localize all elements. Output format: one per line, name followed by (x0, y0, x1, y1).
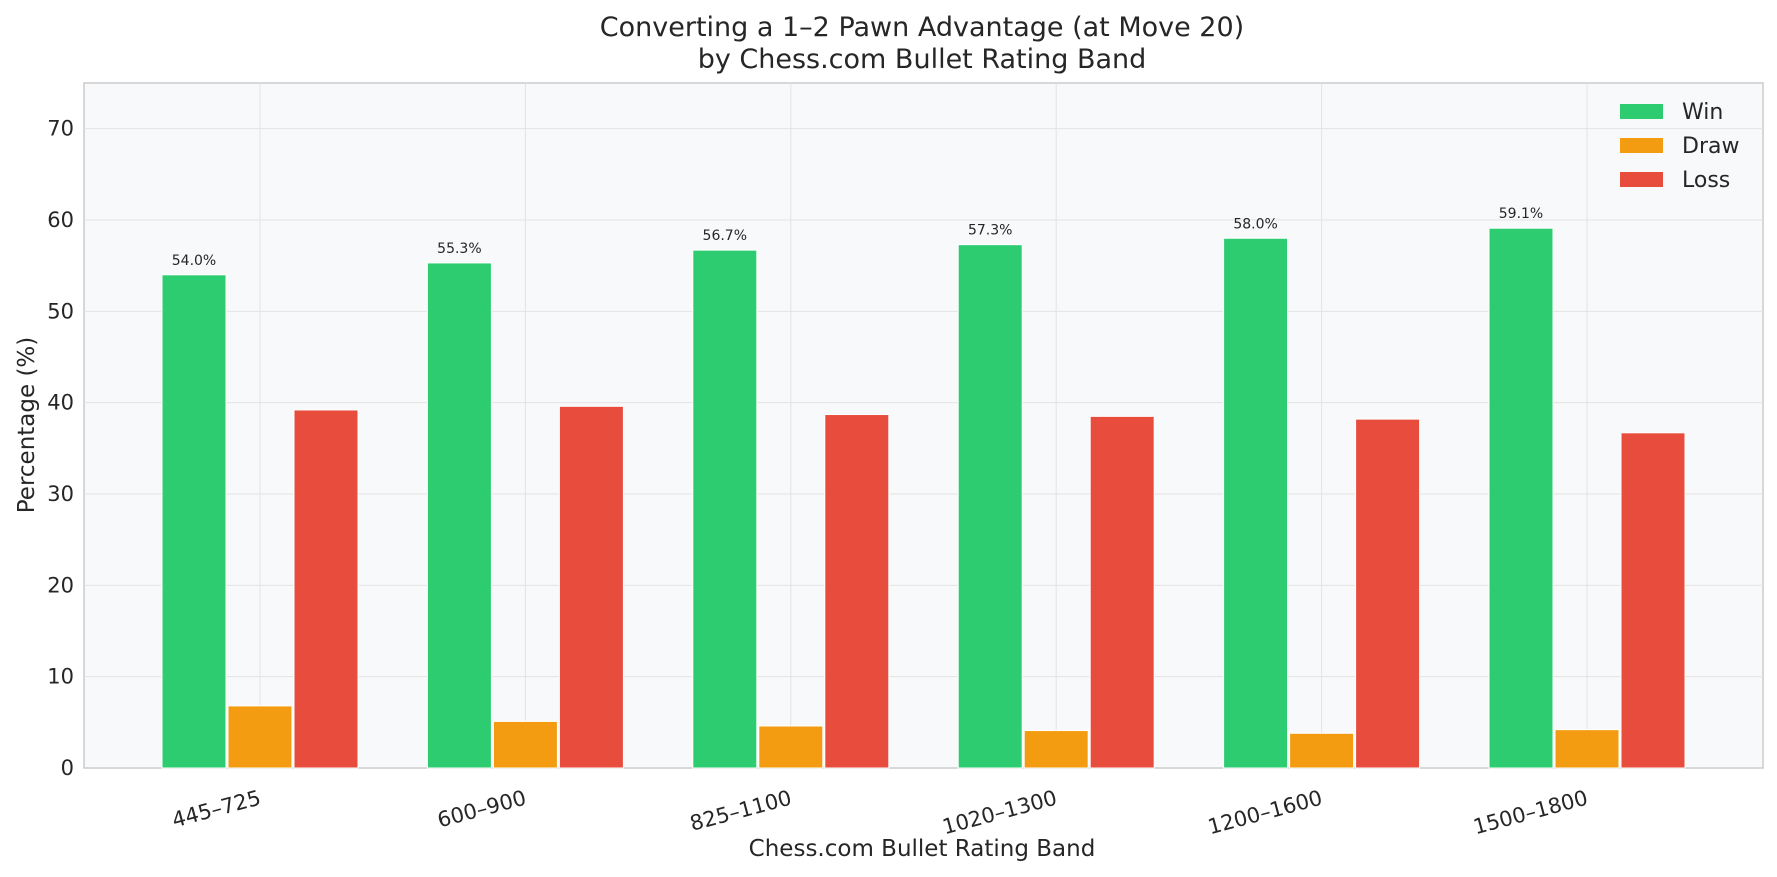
bar-loss (1355, 418, 1421, 769)
y-tick-label: 30 (47, 482, 74, 506)
bar-win (692, 249, 758, 769)
y-axis-label: Percentage (%) (14, 337, 40, 514)
y-tick-label: 40 (47, 391, 74, 415)
x-tick-label: 1500–1800 (1471, 786, 1591, 840)
data-labels: 54.0% 55.3% 56.7% 57.3% 58.0% 59.1% (172, 206, 1543, 269)
x-tick-label: 600–900 (435, 786, 529, 833)
y-axis-ticks: 0 10 20 30 40 50 60 70 (47, 117, 74, 780)
bar-draw (1023, 730, 1089, 769)
bar-loss (1620, 432, 1686, 769)
x-axis-label: Chess.com Bullet Rating Band (749, 836, 1096, 862)
x-tick-label: 825–1100 (687, 786, 794, 836)
bar-loss (1089, 415, 1155, 769)
bar-draw (758, 725, 824, 769)
bar-draw (227, 705, 293, 769)
grid (84, 83, 1763, 768)
bar-win (957, 244, 1023, 769)
bar-loss (558, 405, 624, 769)
data-label: 55.3% (437, 241, 481, 257)
legend-swatch-draw (1620, 138, 1663, 153)
y-tick-label: 60 (47, 208, 74, 232)
legend-label-draw: Draw (1682, 134, 1739, 159)
x-tick-label: 1020–1300 (940, 786, 1060, 840)
bar-win (161, 274, 227, 769)
data-label: 54.0% (172, 253, 216, 269)
y-tick-label: 50 (47, 299, 74, 323)
y-tick-label: 70 (47, 117, 74, 141)
legend-label-loss: Loss (1682, 168, 1730, 193)
bar-draw (1554, 729, 1620, 769)
data-label: 57.3% (968, 223, 1012, 239)
legend-swatch-loss (1620, 172, 1663, 187)
data-label: 58.0% (1233, 216, 1277, 232)
legend-label-win: Win (1682, 100, 1723, 125)
y-tick-label: 10 (47, 665, 74, 689)
x-axis-ticks: 445–725 600–900 825–1100 1020–1300 1200–1600… (170, 786, 1591, 840)
plot-area (83, 82, 1764, 769)
bars (161, 227, 1686, 769)
y-tick-label: 0 (61, 756, 74, 780)
x-tick-label: 1200–1600 (1205, 786, 1325, 840)
bar-loss (293, 409, 359, 769)
chart-title: Converting a 1–2 Pawn Advantage (at Move… (600, 12, 1244, 43)
bar-draw (492, 720, 558, 769)
bar-win (426, 262, 492, 769)
legend-swatch-win (1620, 104, 1663, 119)
legend: Win Draw Loss (1620, 100, 1739, 193)
data-label: 59.1% (1499, 206, 1543, 222)
bar-win (1223, 237, 1289, 769)
bar-win (1488, 227, 1554, 769)
bar-loss (824, 414, 890, 769)
data-label: 56.7% (703, 228, 747, 244)
x-tick-label: 445–725 (170, 786, 264, 833)
chart-subtitle: by Chess.com Bullet Rating Band (698, 44, 1147, 75)
y-tick-label: 20 (47, 573, 74, 597)
bar-draw (1289, 732, 1355, 769)
